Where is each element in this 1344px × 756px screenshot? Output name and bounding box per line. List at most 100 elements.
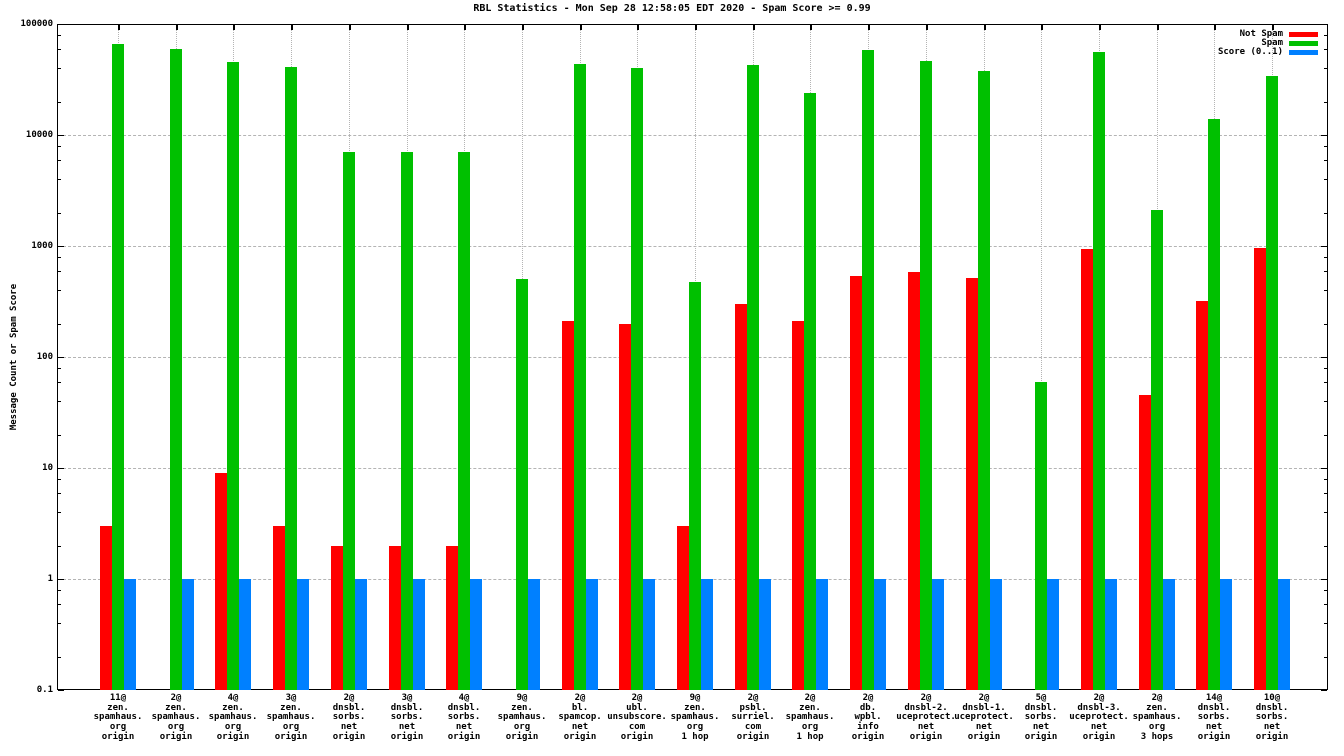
y-minor-tick-left xyxy=(58,657,61,658)
bar-not-spam xyxy=(850,276,862,690)
x-top-tick xyxy=(753,25,755,30)
bar-score-0-1 xyxy=(413,579,425,690)
y-minor-tick-left xyxy=(58,179,61,180)
y-major-tick-left xyxy=(58,24,64,25)
legend-row-spam: Spam xyxy=(1218,39,1318,48)
bar-score-0-1 xyxy=(239,579,251,690)
bar-not-spam xyxy=(215,473,227,690)
y-minor-tick-left xyxy=(58,382,61,383)
bar-spam xyxy=(170,49,182,690)
gridline-horizontal xyxy=(58,246,1327,247)
y-minor-tick-left xyxy=(58,257,61,258)
x-tick-label: 9@ zen. spamhaus. org 1 hop xyxy=(670,693,720,742)
y-major-tick-left xyxy=(58,135,64,136)
legend-swatch-spam xyxy=(1289,40,1318,46)
legend-row-score: Score (0..1) xyxy=(1218,48,1318,57)
x-tick-label: 2@ zen. spamhaus. org 3 hops xyxy=(1132,693,1182,742)
x-top-tick xyxy=(349,25,351,30)
x-tick-label: 4@ zen. spamhaus. org origin xyxy=(208,693,258,742)
x-top-tick xyxy=(810,25,812,30)
gridline-horizontal xyxy=(58,135,1327,136)
bar-not-spam xyxy=(792,321,804,690)
bar-score-0-1 xyxy=(816,579,828,690)
bar-score-0-1 xyxy=(874,579,886,690)
bar-not-spam xyxy=(562,321,574,690)
y-major-tick-right xyxy=(1321,24,1327,25)
x-tick-label: 2@ zen. spamhaus. org 1 hop xyxy=(785,693,835,742)
y-minor-tick-left xyxy=(58,102,61,103)
x-tick-label: 11@ zen. spamhaus. org origin xyxy=(93,693,143,742)
y-minor-tick-right xyxy=(1324,146,1327,147)
y-major-tick-right xyxy=(1321,246,1327,247)
y-major-tick-left xyxy=(58,579,64,580)
y-tick-label: 1000 xyxy=(31,241,53,251)
y-minor-tick-right xyxy=(1324,401,1327,402)
bar-score-0-1 xyxy=(701,579,713,690)
y-tick-label: 10000 xyxy=(25,130,53,140)
y-tick-label: 100 xyxy=(36,352,53,362)
x-tick-label: 2@ psbl. surriel. com origin xyxy=(731,693,775,742)
y-minor-tick-left xyxy=(58,213,61,214)
y-minor-tick-right xyxy=(1324,512,1327,513)
y-minor-tick-left xyxy=(58,435,61,436)
x-top-tick xyxy=(926,25,928,30)
x-top-tick xyxy=(580,25,582,30)
y-minor-tick-right xyxy=(1324,324,1327,325)
bar-score-0-1 xyxy=(528,579,540,690)
y-major-tick-right xyxy=(1321,135,1327,136)
x-tick-label: 10@ dnsbl. sorbs. net origin xyxy=(1255,693,1289,742)
x-tick-label: 2@ zen. spamhaus. org origin xyxy=(151,693,201,742)
bar-score-0-1 xyxy=(1163,579,1175,690)
y-major-tick-left xyxy=(58,246,64,247)
x-tick-label: 3@ dnsbl. sorbs. net origin xyxy=(390,693,424,742)
x-tick-label: 2@ ubl. unsubscore. com origin xyxy=(607,693,667,742)
y-tick-label: 10 xyxy=(42,463,53,473)
bar-not-spam xyxy=(1081,249,1093,690)
y-minor-tick-left xyxy=(58,401,61,402)
bar-score-0-1 xyxy=(124,579,136,690)
bar-spam xyxy=(285,67,297,690)
bar-spam xyxy=(1266,76,1278,690)
legend-swatch-score xyxy=(1289,49,1318,55)
bar-not-spam xyxy=(677,526,689,690)
bar-score-0-1 xyxy=(1105,579,1117,690)
y-minor-tick-left xyxy=(58,512,61,513)
x-tick-label: 4@ dnsbl. sorbs. net origin xyxy=(447,693,481,742)
x-top-tick xyxy=(1214,25,1216,30)
bar-not-spam xyxy=(331,546,343,690)
legend-swatch-not-spam xyxy=(1289,31,1318,37)
y-major-tick-left xyxy=(58,468,64,469)
y-minor-tick-right xyxy=(1324,68,1327,69)
bar-spam xyxy=(1208,119,1220,690)
bar-spam xyxy=(631,68,643,690)
y-major-tick-right xyxy=(1321,357,1327,358)
bar-spam xyxy=(458,152,470,690)
bar-not-spam xyxy=(389,546,401,690)
bar-score-0-1 xyxy=(932,579,944,690)
x-tick-label: 14@ dnsbl. sorbs. net origin xyxy=(1197,693,1231,742)
x-tick-label: 2@ dnsbl. sorbs. net origin xyxy=(332,693,366,742)
legend-row-not-spam: Not Spam xyxy=(1218,30,1318,39)
y-minor-tick-left xyxy=(58,604,61,605)
y-major-tick-left xyxy=(58,357,64,358)
y-minor-tick-right xyxy=(1324,657,1327,658)
bar-spam xyxy=(804,93,816,690)
y-minor-tick-right xyxy=(1324,604,1327,605)
x-top-tick xyxy=(637,25,639,30)
y-tick-label: 0.1 xyxy=(36,685,53,695)
x-top-tick xyxy=(1041,25,1043,30)
y-minor-tick-right xyxy=(1324,546,1327,547)
bar-spam xyxy=(227,62,239,690)
y-minor-tick-left xyxy=(58,479,61,480)
bar-score-0-1 xyxy=(1220,579,1232,690)
y-minor-tick-left xyxy=(58,368,61,369)
legend: Not Spam Spam Score (0..1) xyxy=(1218,30,1318,57)
bar-not-spam xyxy=(619,324,631,690)
y-minor-tick-right xyxy=(1324,590,1327,591)
y-minor-tick-left xyxy=(58,290,61,291)
x-top-tick xyxy=(868,25,870,30)
y-minor-tick-right xyxy=(1324,479,1327,480)
x-tick-label: 2@ dnsbl-3. uceprotect. net origin xyxy=(1069,693,1129,742)
bar-score-0-1 xyxy=(1278,579,1290,690)
